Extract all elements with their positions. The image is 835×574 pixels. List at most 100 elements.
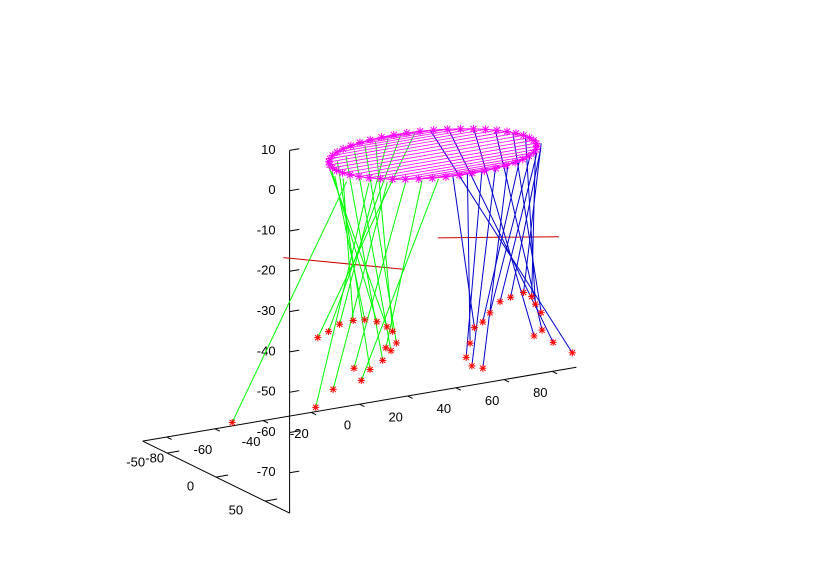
support-point (382, 344, 390, 352)
x-tick-mark (455, 387, 462, 391)
x-tick-label: -20 (290, 426, 309, 441)
ring-point (491, 164, 500, 173)
support-point (468, 362, 476, 370)
z-tick-mark (289, 148, 300, 151)
support-point (530, 332, 538, 340)
support-point (549, 338, 557, 346)
ring-point (503, 127, 512, 136)
z-tick-label: -20 (257, 263, 276, 278)
top-ring (324, 124, 542, 184)
ring-point (416, 127, 425, 136)
support-point (324, 328, 332, 336)
ring-chord (336, 137, 530, 171)
x-tick-label: 80 (533, 385, 547, 400)
support-point (379, 356, 387, 364)
ring-point (468, 169, 477, 178)
ring-chord (332, 134, 524, 169)
support-point (528, 293, 536, 301)
ring-point (502, 161, 511, 170)
ring-point (469, 124, 478, 133)
cable-line (231, 181, 348, 423)
ring-point (328, 151, 337, 160)
ring-point (511, 129, 520, 138)
ring-chord (349, 142, 537, 176)
y-tick-mark (216, 474, 229, 478)
z-tick-label: -50 (257, 384, 276, 399)
ring-point (519, 131, 528, 140)
cable-line (524, 135, 536, 305)
ring-point (524, 152, 533, 161)
x-tick-mark (214, 428, 221, 432)
ring-point (414, 174, 423, 183)
support-point (329, 385, 337, 393)
ring-chord (380, 152, 534, 180)
ring-chord (358, 145, 538, 177)
x-tick-mark (166, 436, 172, 440)
cable-line (489, 156, 531, 313)
support-point (507, 293, 515, 301)
support-point (383, 323, 391, 331)
cable-line (430, 130, 573, 354)
cable-line (354, 150, 392, 351)
cable-line (360, 178, 439, 381)
cable-line (342, 178, 354, 321)
ring-chord (369, 149, 537, 179)
ring-point (339, 144, 348, 153)
support-point (462, 353, 470, 361)
ring-chord (329, 129, 497, 160)
cable-line (471, 168, 496, 366)
z-tick-label: 10 (261, 142, 275, 157)
ring-chord (329, 132, 517, 166)
support-point (496, 298, 504, 306)
cable-line (523, 143, 542, 293)
ring-point (401, 175, 410, 184)
ring-chord (342, 139, 534, 174)
x-tick-mark (262, 420, 269, 424)
support-point (466, 339, 474, 347)
cable-line (345, 155, 384, 361)
support-point (357, 376, 365, 384)
ring-point (480, 166, 489, 175)
z-tick-label: -60 (257, 424, 276, 439)
z-tick-mark (289, 470, 300, 474)
x-tick-label: -60 (194, 442, 213, 457)
x-tick-label: 20 (388, 409, 402, 424)
support-point (361, 316, 369, 324)
y-tick-label: 50 (229, 503, 243, 518)
support-point (479, 364, 487, 372)
ring-point (333, 148, 342, 157)
x-tick-mark (407, 395, 413, 399)
ring-point (346, 141, 355, 150)
ring-point (443, 125, 452, 134)
ring-chord (332, 128, 486, 156)
ring-point (365, 173, 374, 182)
x-tick-mark (552, 370, 558, 375)
ring-point (346, 170, 355, 179)
ring-point (332, 166, 341, 175)
ring-point (389, 130, 398, 139)
y-tick-mark (167, 450, 180, 454)
z-tick-mark (289, 228, 300, 232)
z-tick-label: 0 (268, 182, 275, 197)
support-point (387, 347, 395, 355)
ring-point (402, 128, 411, 137)
ring-point (518, 155, 527, 164)
support-markers (228, 289, 576, 426)
z-tick-mark (289, 390, 300, 393)
plot-axes: -80-60-40-20020406080-50050-70-60-50-40-… (126, 142, 577, 518)
ring-point (388, 175, 397, 184)
cable-line (499, 152, 538, 302)
support-point (537, 309, 545, 317)
ring-point (455, 171, 464, 180)
z-tick-label: -70 (257, 464, 276, 479)
x-tick-label: 40 (437, 401, 451, 416)
support-point (568, 349, 576, 357)
ring-chord (328, 131, 508, 163)
x-tick-label: -40 (242, 434, 261, 449)
ring-chord (350, 128, 448, 147)
ring-point (428, 174, 437, 183)
support-point (531, 300, 539, 308)
support-point (373, 318, 381, 326)
y-tick-mark (265, 498, 278, 502)
